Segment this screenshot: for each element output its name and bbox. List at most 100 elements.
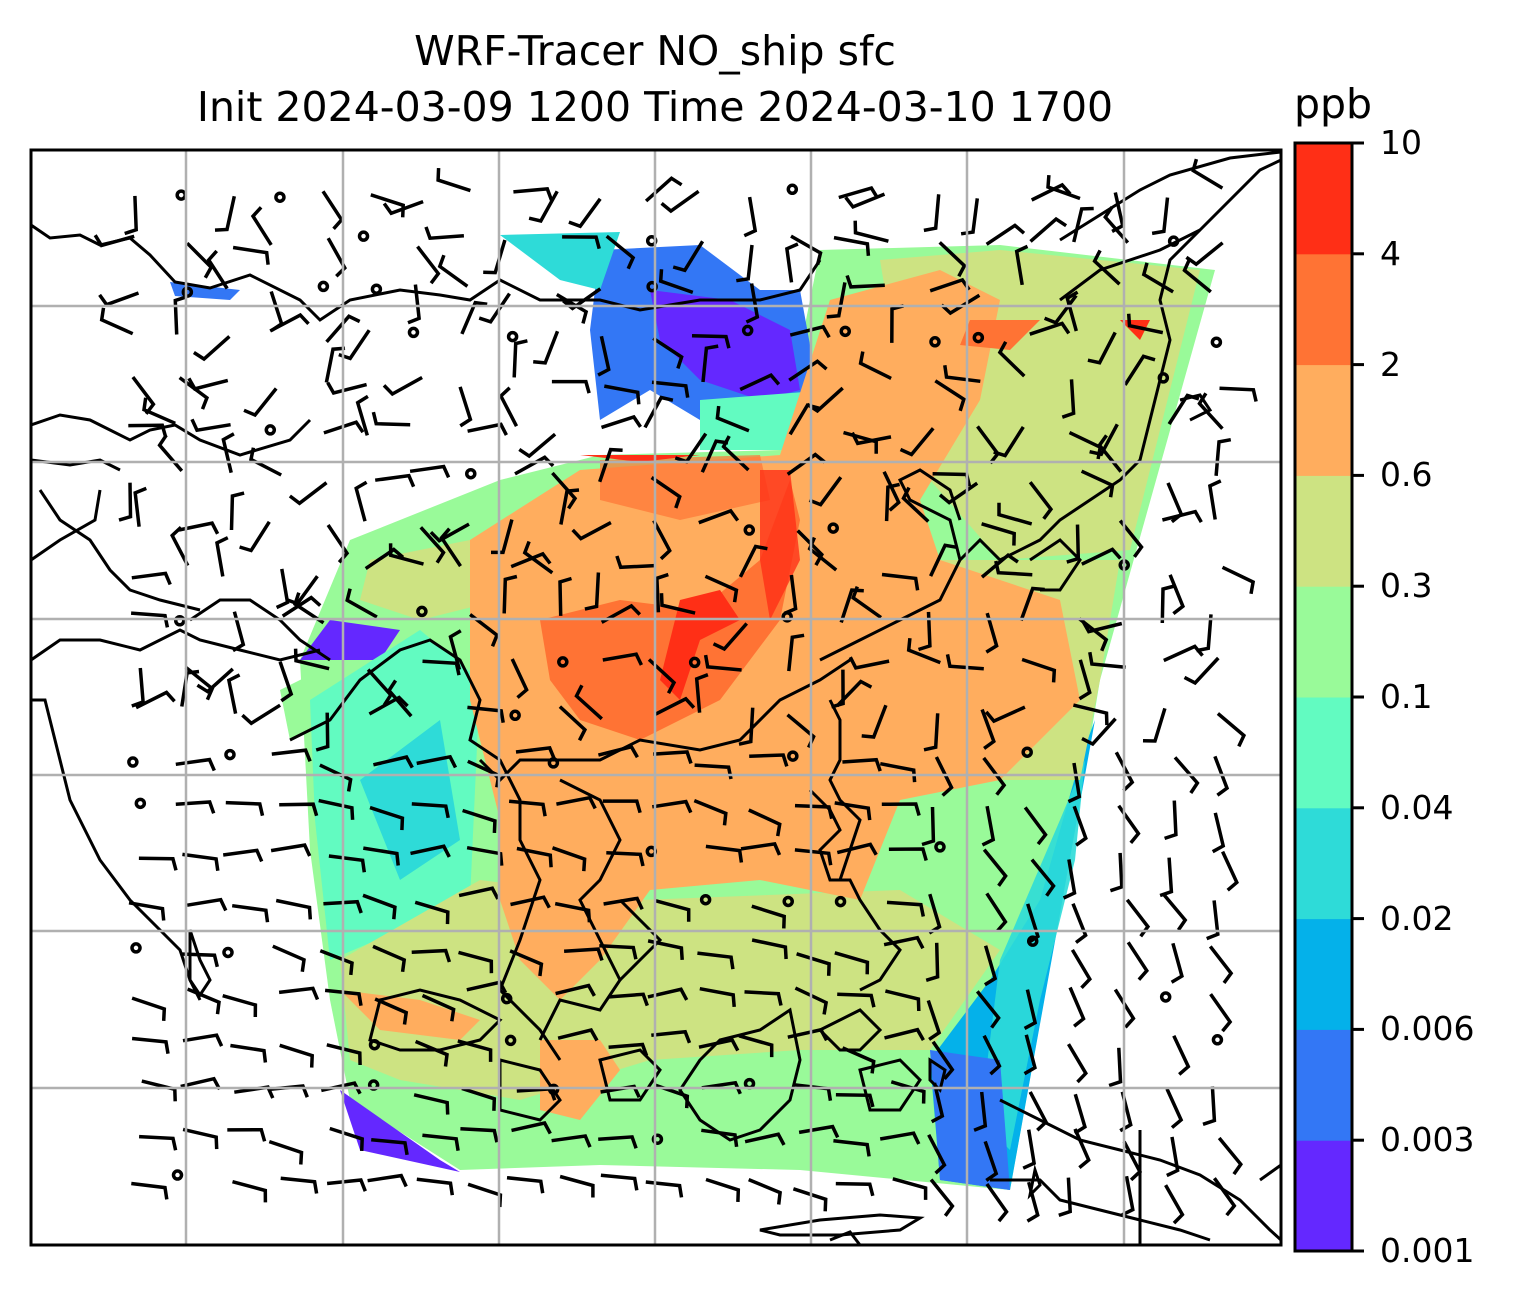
- calm-wind-circle: [1211, 1034, 1224, 1046]
- wind-barb: [368, 695, 409, 716]
- wind-barb: [1114, 751, 1135, 792]
- wind-barb: [186, 897, 228, 912]
- wind-barb: [1202, 1086, 1217, 1126]
- colorbar-tick-label: 0.1: [1380, 677, 1433, 716]
- wind-barb: [1021, 657, 1057, 683]
- wind-barb: [901, 486, 930, 523]
- calm-wind-circle: [557, 656, 569, 668]
- wind-barb: [1212, 1177, 1237, 1217]
- wind-barb: [736, 244, 754, 283]
- wind-barb: [131, 1036, 170, 1054]
- wind-barb: [407, 284, 421, 325]
- wind-barb: [508, 799, 547, 817]
- wind-barb: [511, 1121, 552, 1135]
- calm-wind-circle: [827, 522, 839, 534]
- wind-barb: [354, 480, 368, 522]
- wind-barb: [975, 990, 1001, 1029]
- wind-barb: [1197, 392, 1224, 430]
- wind-barb: [882, 470, 901, 512]
- wind-barb: [275, 898, 313, 920]
- wind-barb: [178, 376, 210, 410]
- calm-wind-circle: [547, 1083, 560, 1096]
- wind-barb: [981, 805, 996, 847]
- wind-barb: [232, 611, 246, 653]
- wind-barb: [796, 952, 831, 976]
- wind-barb: [324, 346, 346, 383]
- wind-barb: [186, 987, 221, 1015]
- wind-barb: [1071, 903, 1088, 944]
- wind-barb: [645, 1180, 684, 1198]
- gridlines: [31, 150, 1281, 1245]
- colorbar-tick-label: 10: [1380, 123, 1422, 162]
- wind-barb: [881, 572, 920, 591]
- wind-barb: [836, 842, 878, 856]
- wind-barb: [1113, 988, 1136, 1029]
- wind-barb: [842, 757, 882, 772]
- colorbar-segment: [1295, 143, 1352, 255]
- wind-barb: [883, 935, 925, 950]
- wind-barb: [1209, 993, 1233, 1033]
- wind-barb: [1023, 989, 1038, 1030]
- wind-barb: [826, 282, 847, 319]
- wind-barb: [929, 543, 958, 577]
- wind-barb: [491, 519, 514, 555]
- wind-barb: [884, 1027, 925, 1041]
- wind-barb: [279, 1043, 315, 1068]
- colorbar-tick-label: 0.006: [1380, 1009, 1475, 1049]
- wind-barb: [1164, 800, 1178, 841]
- wind-barb: [128, 901, 166, 921]
- wind-barb: [923, 194, 941, 233]
- wind-barb: [315, 712, 330, 752]
- wind-barb: [321, 190, 344, 230]
- wind-barb: [551, 379, 591, 394]
- wind-barb: [371, 1137, 409, 1156]
- calm-wind-circle: [224, 748, 236, 761]
- wind-barb: [938, 241, 967, 278]
- wind-barb: [275, 568, 290, 610]
- calm-wind-circle: [317, 280, 330, 293]
- wind-barb: [1066, 1043, 1088, 1084]
- calm-wind-circle: [130, 942, 142, 954]
- calm-wind-circle: [127, 756, 139, 768]
- wind-barb: [715, 405, 750, 433]
- wind-barb: [563, 947, 604, 961]
- calm-wind-circle: [368, 1038, 381, 1051]
- calm-wind-circle: [509, 709, 521, 722]
- wind-barb: [551, 1134, 592, 1148]
- colorbar-tick-label: 0.04: [1380, 787, 1454, 827]
- wind-barb: [748, 808, 782, 837]
- wind-barb: [1030, 858, 1056, 897]
- wind-barb: [945, 654, 984, 671]
- wind-barb: [886, 900, 926, 917]
- wind-barb: [792, 1187, 828, 1212]
- wind-barb: [600, 603, 642, 624]
- wind-barb: [1046, 174, 1081, 201]
- wind-barb: [239, 520, 271, 553]
- wind-barb: [512, 339, 528, 378]
- wind-barb: [789, 324, 831, 339]
- wind-barb: [659, 593, 696, 615]
- wind-barb: [652, 750, 693, 764]
- wind-barb: [551, 846, 587, 872]
- wind-barb: [973, 1091, 988, 1132]
- wind-barb: [513, 187, 554, 201]
- wind-barb: [838, 186, 880, 200]
- wind-barb: [559, 1174, 595, 1198]
- wind-barb: [1061, 379, 1076, 419]
- wind-barb: [1160, 584, 1176, 624]
- map-title-line1: WRF-Tracer NO_ship sfc: [414, 27, 896, 75]
- wind-barb: [598, 1135, 638, 1149]
- wind-barb: [786, 452, 826, 476]
- wind-barb: [858, 351, 892, 380]
- wind-barb: [960, 198, 980, 236]
- wind-barb: [131, 1181, 169, 1200]
- wind-barb: [712, 622, 749, 652]
- wind-barb: [787, 633, 805, 672]
- wind-barb: [1173, 756, 1200, 794]
- wind-barb: [139, 1134, 178, 1151]
- colorbar-frame: [1293, 141, 1354, 1253]
- wind-barb: [326, 1043, 362, 1066]
- wind-barb: [602, 652, 643, 666]
- wind-barb: [844, 192, 886, 210]
- wind-barb: [997, 340, 1026, 378]
